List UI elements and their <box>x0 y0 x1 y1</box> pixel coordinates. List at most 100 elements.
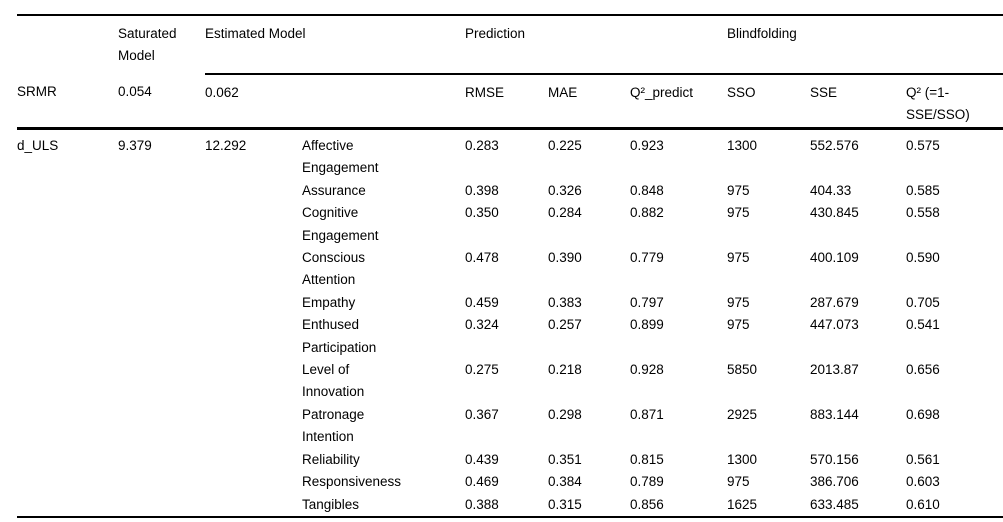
rmse-value: 0.439 <box>465 451 499 467</box>
col-header-sso: SSO <box>727 74 811 130</box>
header-subhead-row: SRMR 0.054 0.062 RMSE MAE Q²_predict SSO… <box>17 74 1003 130</box>
srmr-label: SRMR <box>17 74 118 130</box>
header-saturated-model: Saturated Model <box>118 26 177 64</box>
mae-value: 0.218 <box>548 362 582 378</box>
construct-name: Tangibles <box>302 496 360 512</box>
header-estimated-model: Estimated Model <box>205 15 466 75</box>
srmr-saturated-value: 0.054 <box>118 74 205 130</box>
rmse-value: 0.324 <box>465 317 499 333</box>
mae-value: 0.225 <box>548 138 582 153</box>
table-row: Patronage Intention 0.367 0.298 0.871 29… <box>17 404 1003 449</box>
q2-predict-value: 0.848 <box>630 182 664 198</box>
q2-predict-value: 0.797 <box>630 294 664 310</box>
rmse-value: 0.469 <box>465 474 499 490</box>
table-row: Assurance 0.398 0.326 0.848 975 404.33 0… <box>17 180 1003 202</box>
sso-value: 975 <box>727 182 750 198</box>
srmr-estimated-value: 0.062 <box>205 74 466 130</box>
rmse-value: 0.350 <box>465 205 499 221</box>
sso-value: 1625 <box>727 496 758 512</box>
duls-estimated-value: 12.292 <box>205 138 247 153</box>
header-prediction: Prediction <box>465 15 728 75</box>
sse-value: 400.109 <box>810 250 859 266</box>
corner-cell <box>17 15 118 74</box>
q2-predict-value: 0.871 <box>630 406 664 422</box>
header-blindfolding: Blindfolding <box>727 15 1003 75</box>
sse-value: 447.073 <box>810 317 859 333</box>
table-row: d_ULS 9.379 12.292 Affective Engagement … <box>17 129 1003 180</box>
rmse-value: 0.275 <box>465 362 499 378</box>
construct-name: Responsiveness <box>302 474 402 490</box>
table-row: Enthused Participation 0.324 0.257 0.899… <box>17 314 1003 359</box>
construct-name: Assurance <box>302 182 366 198</box>
col-header-rmse: RMSE <box>465 74 549 130</box>
model-fit-prediction-blindfolding-table: Saturated Model Estimated Model Predicti… <box>17 14 1003 518</box>
sso-value: 1300 <box>727 451 758 467</box>
rmse-value: 0.478 <box>465 250 499 266</box>
q2-predict-value: 0.779 <box>630 250 664 266</box>
sse-value: 386.706 <box>810 474 859 490</box>
table-row: Cognitive Engagement 0.350 0.284 0.882 9… <box>17 202 1003 247</box>
q2-value: 0.705 <box>906 294 940 310</box>
mae-value: 0.257 <box>548 317 582 333</box>
table-row: Responsiveness 0.469 0.384 0.789 975 386… <box>17 471 1003 493</box>
q2-value: 0.698 <box>906 406 940 422</box>
q2-predict-value: 0.789 <box>630 474 664 490</box>
mae-value: 0.298 <box>548 406 582 422</box>
construct-name: Cognitive Engagement <box>302 205 379 243</box>
sso-value: 975 <box>727 474 750 490</box>
construct-name: Empathy <box>302 294 356 310</box>
mae-value: 0.390 <box>548 250 582 266</box>
sse-value: 570.156 <box>810 451 859 467</box>
rmse-value: 0.367 <box>465 406 499 422</box>
rmse-value: 0.388 <box>465 496 499 512</box>
mae-value: 0.315 <box>548 496 582 512</box>
sso-value: 975 <box>727 205 750 221</box>
sso-value: 2925 <box>727 406 758 422</box>
sse-value: 287.679 <box>810 294 859 310</box>
col-header-q2-predict: Q²_predict <box>630 74 728 130</box>
table-row: Empathy 0.459 0.383 0.797 975 287.679 0.… <box>17 292 1003 314</box>
construct-name: Enthused Participation <box>302 317 377 355</box>
q2-value: 0.558 <box>906 205 940 221</box>
mae-value: 0.384 <box>548 474 582 490</box>
q2-value: 0.590 <box>906 250 940 266</box>
sse-value: 633.485 <box>810 496 859 512</box>
rmse-value: 0.283 <box>465 138 499 153</box>
construct-name: Reliability <box>302 451 360 467</box>
q2-predict-value: 0.928 <box>630 362 664 378</box>
q2-value: 0.585 <box>906 182 940 198</box>
q2-predict-value: 0.815 <box>630 451 664 467</box>
header-group-row: Saturated Model Estimated Model Predicti… <box>17 15 1003 75</box>
table-row: Tangibles 0.388 0.315 0.856 1625 633.485… <box>17 494 1003 517</box>
q2-value: 0.561 <box>906 451 940 467</box>
table-row: Conscious Attention 0.478 0.390 0.779 97… <box>17 247 1003 292</box>
construct-name: Conscious Attention <box>302 250 366 288</box>
sso-value: 1300 <box>727 138 758 153</box>
rmse-value: 0.459 <box>465 294 499 310</box>
sse-value: 883.144 <box>810 406 859 422</box>
q2-value: 0.610 <box>906 496 940 512</box>
table-row: Level of Innovation 0.275 0.218 0.928 58… <box>17 359 1003 404</box>
mae-value: 0.383 <box>548 294 582 310</box>
table-row: Reliability 0.439 0.351 0.815 1300 570.1… <box>17 449 1003 471</box>
sse-value: 430.845 <box>810 205 859 221</box>
col-header-q2: Q² (=1- SSE/SSO) <box>906 74 1003 130</box>
construct-name: Patronage Intention <box>302 406 365 445</box>
q2-value: 0.575 <box>906 138 940 153</box>
q2-predict-value: 0.923 <box>630 138 664 153</box>
sso-value: 975 <box>727 317 750 333</box>
duls-saturated-value: 9.379 <box>118 138 152 153</box>
duls-label: d_ULS <box>17 138 59 153</box>
sse-value: 404.33 <box>810 182 852 198</box>
sso-value: 975 <box>727 250 750 266</box>
mae-value: 0.326 <box>548 182 582 198</box>
sse-value: 552.576 <box>810 138 859 153</box>
mae-value: 0.351 <box>548 451 582 467</box>
q2-predict-value: 0.882 <box>630 205 664 221</box>
q2-value: 0.656 <box>906 362 940 378</box>
col-header-sse: SSE <box>810 74 907 130</box>
sso-value: 975 <box>727 294 750 310</box>
sso-value: 5850 <box>727 362 758 378</box>
sse-value: 2013.87 <box>810 362 859 378</box>
